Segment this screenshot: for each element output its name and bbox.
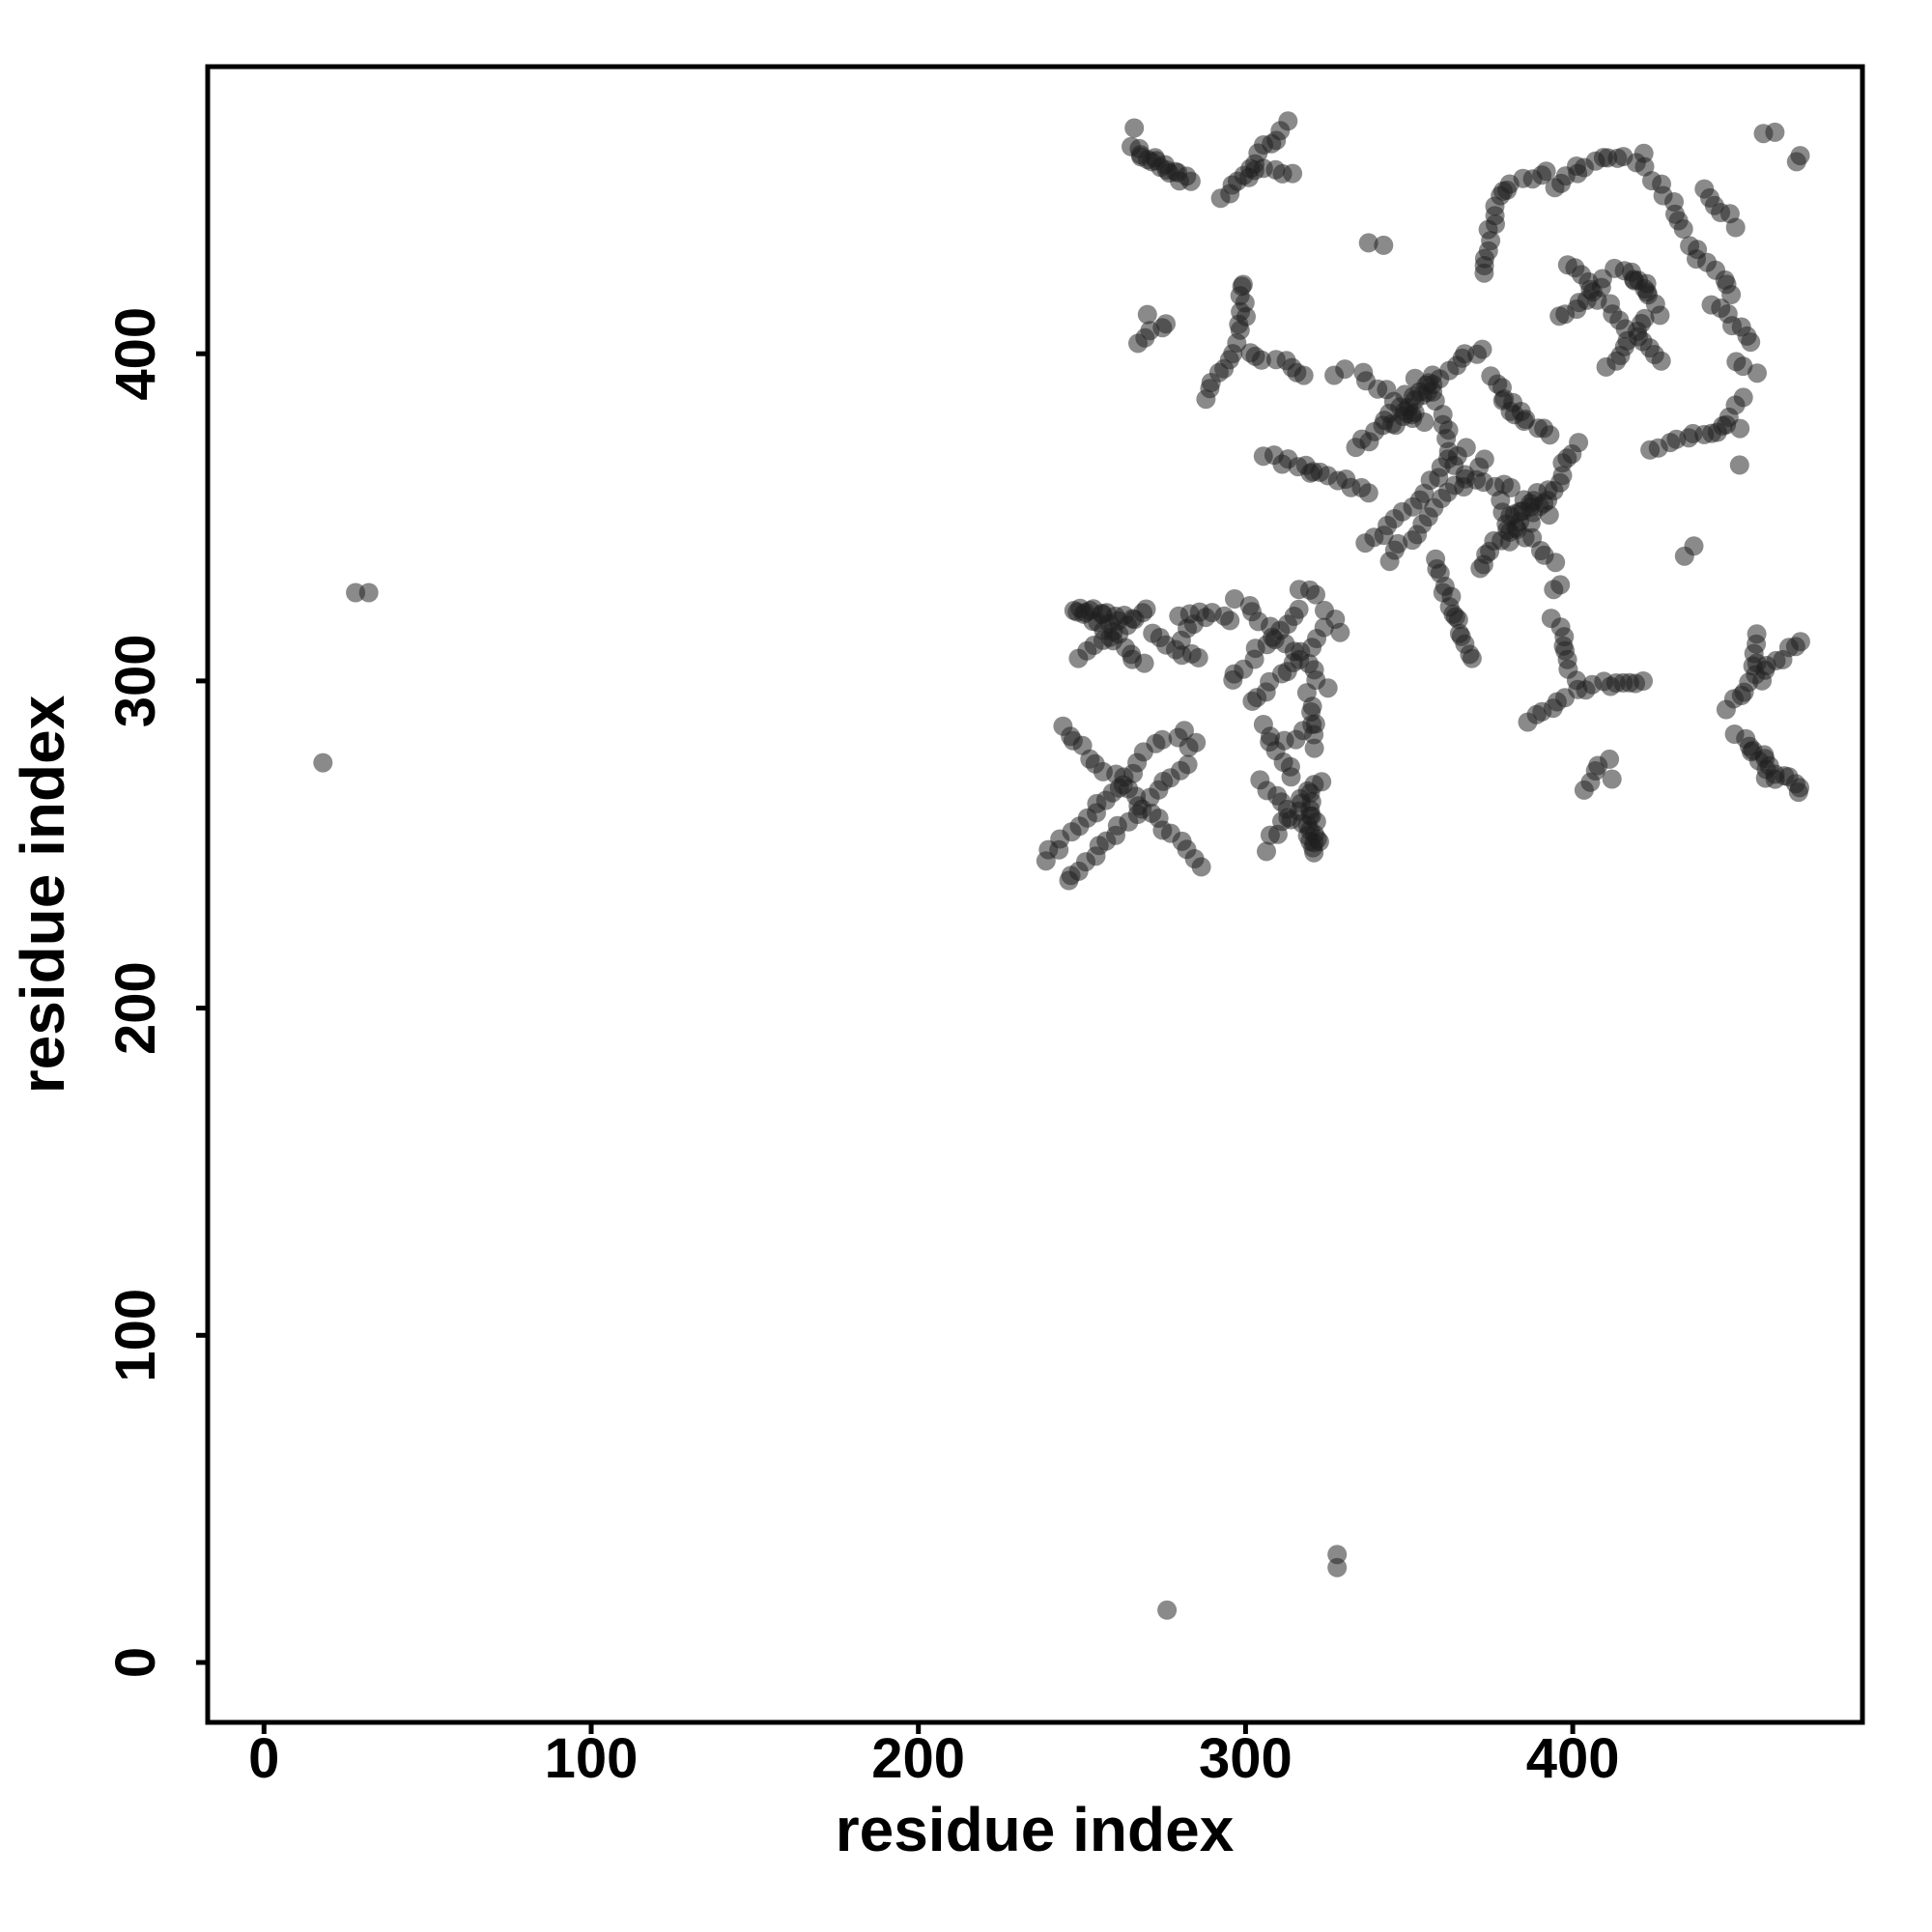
data-point <box>1747 363 1767 384</box>
data-point <box>1550 575 1571 595</box>
data-point <box>1437 449 1458 469</box>
data-point <box>1225 589 1244 609</box>
data-point <box>1306 584 1325 605</box>
data-point <box>1651 351 1671 371</box>
data-point <box>1569 433 1589 453</box>
data-point <box>1790 632 1810 652</box>
data-point <box>1536 161 1556 182</box>
data-point <box>1534 494 1554 513</box>
data-point <box>1729 455 1749 475</box>
data-point <box>1455 469 1475 489</box>
x-tick-label: 100 <box>545 1727 639 1790</box>
data-point <box>1136 599 1156 619</box>
data-point <box>1456 438 1476 458</box>
data-point <box>1327 1545 1348 1565</box>
scatter-points <box>313 111 1810 1620</box>
x-axis-title: residue index <box>836 1795 1235 1864</box>
data-point <box>1318 678 1338 698</box>
data-point <box>1374 235 1394 255</box>
data-point <box>1137 304 1157 325</box>
x-tick-label: 400 <box>1526 1727 1620 1790</box>
data-point <box>1721 285 1742 304</box>
data-point <box>1186 732 1207 753</box>
data-point <box>1747 624 1767 644</box>
data-point <box>1250 770 1270 790</box>
data-point <box>1541 609 1561 629</box>
x-tick-label: 200 <box>871 1727 965 1790</box>
data-point <box>1358 233 1378 253</box>
data-point <box>1514 490 1534 510</box>
data-point <box>1602 769 1622 789</box>
data-point <box>1075 603 1095 622</box>
data-point <box>1684 536 1704 556</box>
data-point <box>1304 738 1324 758</box>
data-point <box>1191 857 1211 877</box>
plot-box <box>205 64 1865 1725</box>
data-point <box>1251 350 1271 370</box>
data-point <box>358 582 379 603</box>
data-point <box>1335 359 1355 380</box>
data-point <box>1059 870 1079 891</box>
data-point <box>1733 387 1753 408</box>
data-point <box>1124 118 1145 138</box>
data-point <box>1353 362 1374 383</box>
data-point <box>1790 146 1810 166</box>
y-tick-label: 0 <box>104 1647 167 1678</box>
data-point <box>1634 671 1653 691</box>
data-point <box>1673 219 1693 239</box>
data-point <box>1425 391 1445 411</box>
data-point <box>1257 841 1276 862</box>
data-point <box>1472 339 1492 359</box>
data-point <box>1289 599 1309 619</box>
data-point <box>1293 365 1314 385</box>
data-point <box>1711 203 1731 222</box>
data-point <box>1152 729 1173 750</box>
data-point <box>1036 851 1056 871</box>
data-point <box>1634 308 1655 328</box>
data-point <box>313 753 333 773</box>
y-tick-label: 200 <box>104 961 167 1055</box>
x-tick-label: 300 <box>1199 1727 1293 1790</box>
data-point <box>1449 623 1469 643</box>
data-point <box>1157 1600 1178 1620</box>
data-point <box>1233 274 1253 295</box>
data-point <box>1143 623 1163 643</box>
x-axis: 0 100 200 300 400 <box>248 1722 1619 1790</box>
data-point <box>1156 314 1176 334</box>
data-point <box>1283 163 1303 184</box>
data-point <box>1134 653 1154 673</box>
x-tick-label: 0 <box>248 1727 279 1790</box>
data-point <box>1474 449 1494 469</box>
data-point <box>1492 390 1513 411</box>
data-point <box>1169 606 1189 626</box>
data-point <box>1546 553 1566 573</box>
y-axis: 0 100 200 300 400 <box>104 307 208 1678</box>
y-tick-label: 100 <box>104 1289 167 1382</box>
y-tick-label: 400 <box>104 307 167 401</box>
data-point <box>1165 161 1185 182</box>
data-point <box>1304 833 1324 853</box>
data-point <box>1600 749 1620 769</box>
data-point <box>1278 111 1298 131</box>
data-point <box>1178 754 1198 775</box>
data-point <box>1304 724 1324 745</box>
data-point <box>1175 721 1194 741</box>
data-point <box>1504 504 1524 525</box>
data-point <box>1765 769 1785 789</box>
data-point <box>1518 712 1538 732</box>
data-point <box>1315 600 1334 620</box>
data-point <box>1765 122 1785 142</box>
data-point <box>1281 767 1301 787</box>
data-point <box>1624 270 1644 290</box>
y-axis-title: residue index <box>8 695 77 1094</box>
data-point <box>1426 549 1446 569</box>
data-point <box>1196 389 1216 410</box>
data-point <box>1741 332 1761 353</box>
data-point <box>1788 782 1808 803</box>
y-tick-label: 300 <box>104 635 167 728</box>
data-point <box>1180 171 1201 191</box>
data-point <box>1358 483 1378 503</box>
